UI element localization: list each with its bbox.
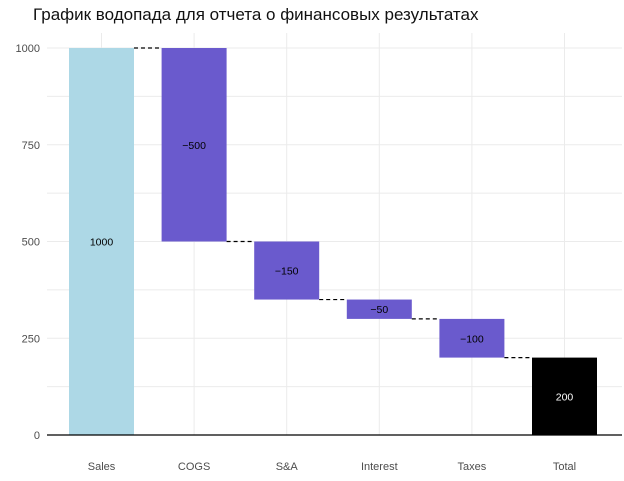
x-tick-label: COGS [178,461,210,473]
bar-value-label: −150 [275,266,299,278]
bar-cogs [161,48,227,242]
bar-value-label: −50 [370,304,388,316]
y-tick-label: 750 [22,140,40,152]
bar-value-label: −500 [182,140,206,152]
bar-value-label: −100 [460,333,484,345]
bar-sales [69,48,134,435]
bar-labels: 1000 −500 −150 −50 −100 200 [90,140,574,404]
bar-taxes [439,318,505,358]
bar-s-a [254,241,320,300]
y-tick-label: 500 [22,237,40,249]
chart-title: График водопада для отчета о финансовых … [33,5,479,24]
bar-value-label: 200 [556,391,574,403]
y-tick-label: 1000 [16,43,40,55]
x-tick-label: Total [553,461,576,473]
y-tick-label: 0 [34,430,40,442]
x-tick-label: Taxes [458,461,487,473]
axes: 0 250 500 750 1000 Sales COGS S&A Interest Taxes T… [16,43,622,473]
bar-total [532,357,597,435]
connectors [134,47,532,359]
bars [69,48,597,435]
x-tick-label: S&A [276,461,299,473]
bar-interest [346,299,412,319]
x-tick-label: Sales [88,461,116,473]
bar-value-label: 1000 [90,237,114,249]
y-tick-label: 250 [22,333,40,345]
x-tick-label: Interest [361,461,398,473]
